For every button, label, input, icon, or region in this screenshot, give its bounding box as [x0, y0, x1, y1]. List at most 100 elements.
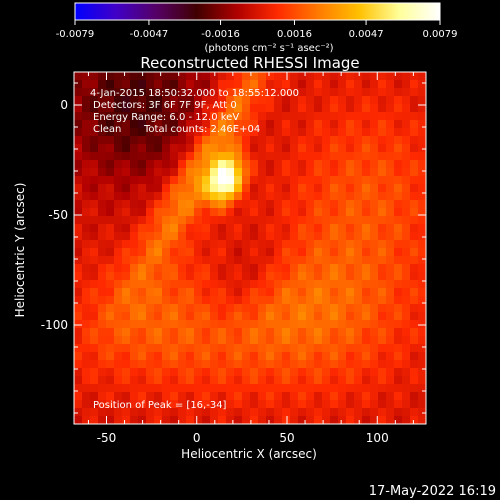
heatmap-cell	[410, 288, 419, 297]
heatmap-cell	[114, 104, 123, 113]
heatmap-cell	[178, 208, 187, 217]
heatmap-cell	[410, 376, 419, 385]
heatmap-cell	[290, 104, 299, 113]
heatmap-cell	[378, 240, 387, 249]
heatmap-cell	[330, 88, 339, 97]
heatmap-cell	[362, 384, 371, 393]
heatmap-cell	[146, 296, 155, 305]
heatmap-cell	[130, 144, 139, 153]
heatmap-cell	[154, 264, 163, 273]
heatmap-cell	[82, 288, 91, 297]
heatmap-cell	[202, 200, 211, 209]
heatmap-cell	[114, 248, 123, 257]
heatmap-cell	[266, 208, 275, 217]
heatmap-cell	[418, 184, 426, 193]
heatmap-cell	[170, 400, 179, 409]
heatmap-cell	[130, 256, 139, 265]
heatmap-cell	[122, 72, 131, 81]
heatmap-cell	[258, 416, 267, 424]
heatmap-cell	[394, 152, 403, 161]
heatmap-cell	[370, 256, 379, 265]
heatmap-cell	[106, 272, 115, 281]
heatmap-cell	[274, 344, 283, 353]
heatmap-cell	[418, 216, 426, 225]
heatmap-cell	[114, 224, 123, 233]
heatmap-cell	[146, 160, 155, 169]
heatmap-cell	[210, 192, 219, 201]
heatmap-cell	[138, 112, 147, 121]
heatmap-cell	[306, 192, 315, 201]
heatmap-cell	[202, 248, 211, 257]
heatmap-cell	[218, 120, 227, 129]
heatmap-cell	[282, 296, 291, 305]
heatmap-cell	[378, 152, 387, 161]
heatmap-cell	[242, 240, 251, 249]
heatmap-cell	[354, 128, 363, 137]
heatmap-cell	[98, 80, 107, 89]
heatmap-cell	[298, 184, 307, 193]
heatmap-cell	[362, 360, 371, 369]
heatmap-cell	[282, 400, 291, 409]
heatmap-cell	[218, 184, 227, 193]
heatmap-cell	[346, 360, 355, 369]
heatmap-cell	[266, 72, 275, 81]
heatmap-cell	[402, 240, 411, 249]
heatmap-cell	[298, 400, 307, 409]
heatmap-cell	[154, 232, 163, 241]
heatmap-cell	[170, 280, 179, 289]
heatmap-cell	[258, 168, 267, 177]
heatmap-cell	[138, 216, 147, 225]
heatmap-cell	[218, 208, 227, 217]
heatmap-cell	[194, 368, 203, 377]
heatmap-cell	[162, 360, 171, 369]
heatmap-cell	[162, 128, 171, 137]
heatmap-cell	[154, 192, 163, 201]
heatmap-cell	[298, 128, 307, 137]
heatmap-cell	[258, 208, 267, 217]
heatmap-cell	[394, 280, 403, 289]
heatmap-cell	[242, 368, 251, 377]
heatmap-cell	[306, 288, 315, 297]
heatmap-cell	[106, 384, 115, 393]
heatmap-cell	[90, 112, 99, 121]
heatmap-cell	[274, 320, 283, 329]
heatmap-cell	[106, 296, 115, 305]
heatmap-cell	[98, 392, 107, 401]
heatmap-cell	[202, 80, 211, 89]
heatmap-cell	[266, 264, 275, 273]
heatmap-cell	[178, 128, 187, 137]
heatmap-cell	[258, 112, 267, 121]
heatmap-cell	[146, 120, 155, 129]
heatmap-cell	[266, 232, 275, 241]
heatmap-cell	[194, 416, 203, 424]
heatmap-cell	[122, 136, 131, 145]
heatmap-cell	[210, 392, 219, 401]
heatmap-cell	[282, 128, 291, 137]
heatmap-cell	[162, 392, 171, 401]
heatmap-cell	[306, 400, 315, 409]
heatmap-cell	[146, 264, 155, 273]
heatmap-cell	[178, 304, 187, 313]
heatmap-cell	[386, 120, 395, 129]
heatmap-cell	[162, 208, 171, 217]
heatmap-cell	[130, 376, 139, 385]
heatmap-cell	[362, 128, 371, 137]
heatmap-cell	[202, 360, 211, 369]
heatmap-cell	[82, 256, 91, 265]
heatmap-cell	[362, 352, 371, 361]
heatmap-cell	[314, 120, 323, 129]
heatmap-cell	[82, 416, 91, 424]
heatmap-cell	[346, 112, 355, 121]
heatmap-cell	[362, 120, 371, 129]
peak-position-label: Position of Peak = [16,-34]	[93, 400, 227, 411]
heatmap-cell	[186, 384, 195, 393]
heatmap-cell	[258, 72, 267, 81]
heatmap-cell	[274, 408, 283, 417]
heatmap-cell	[330, 312, 339, 321]
heatmap-cell	[418, 336, 426, 345]
heatmap-cell	[314, 224, 323, 233]
heatmap-cell	[146, 232, 155, 241]
info-time-range: 4-Jan-2015 18:50:32.000 to 18:55:12.000	[90, 88, 299, 99]
colorbar-strip	[74, 2, 441, 21]
heatmap-cell	[338, 264, 347, 273]
